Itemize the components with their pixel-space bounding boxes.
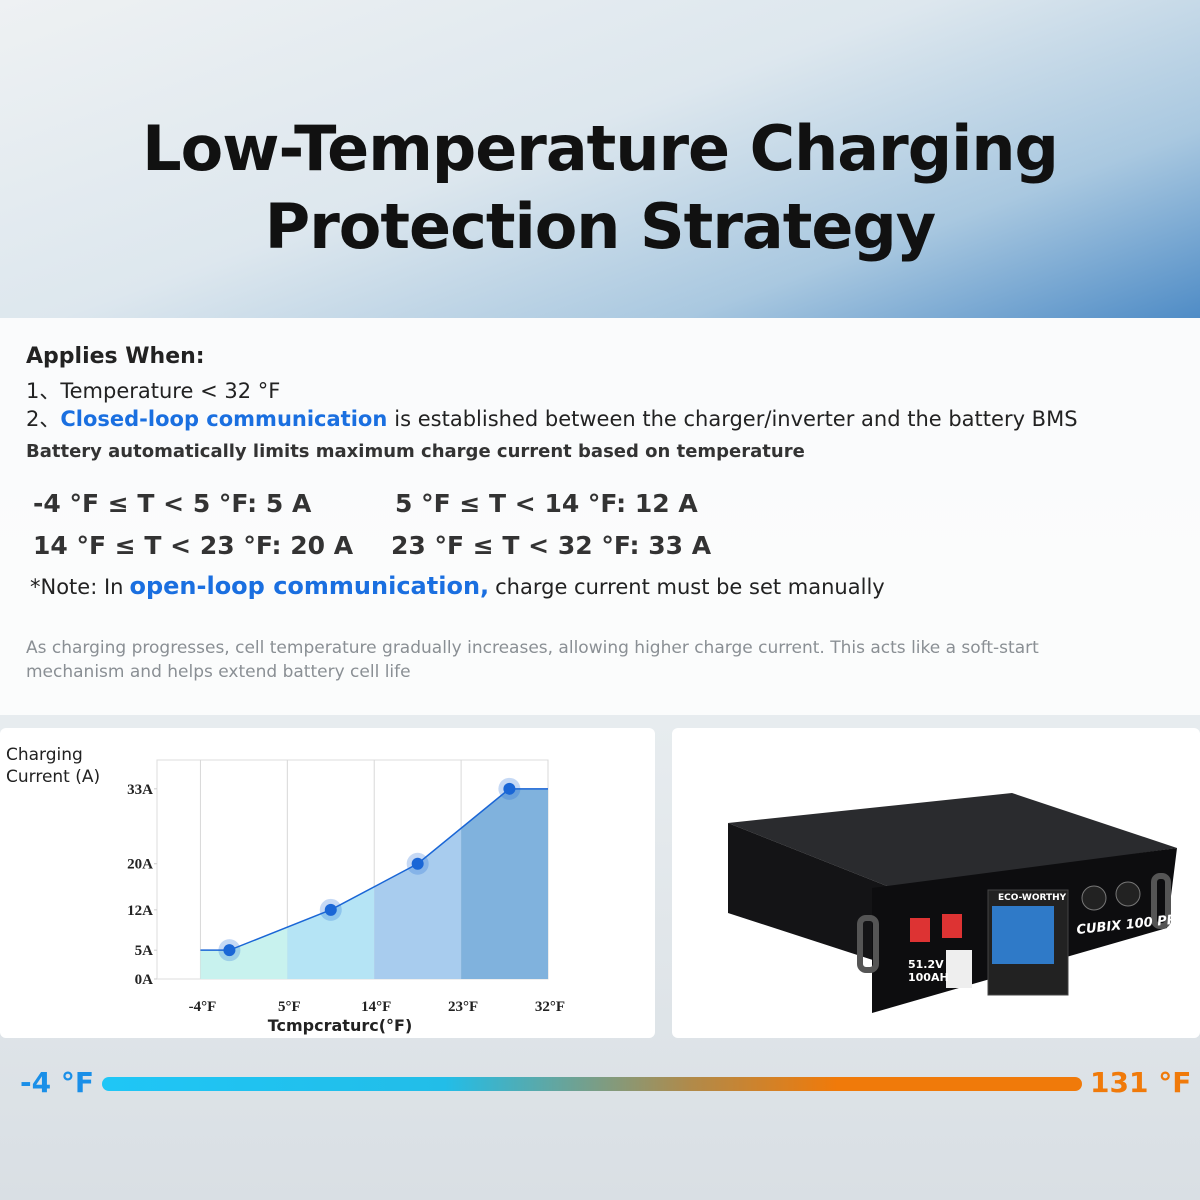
highlight: Closed-loop communication — [60, 407, 388, 431]
x-axis-label: Tcmpcraturc(°F) — [268, 1016, 413, 1035]
chart-card: Charging Current (A) -4°F 5°F 14°F 23°F 32°F… — [0, 728, 655, 1038]
current: 12 A — [634, 489, 698, 518]
temperature-min: -4 °F — [20, 1066, 94, 1099]
battery-side — [728, 823, 892, 963]
rule: -4 °F ≤ T < 5 °F: 5 A — [33, 489, 311, 518]
brand: ECO-WORTHY — [998, 893, 1067, 903]
terminal — [942, 914, 962, 938]
handle — [1151, 873, 1171, 929]
rule: 23 °F ≤ T < 32 °F: 33 A — [391, 531, 711, 560]
breaker — [946, 950, 972, 988]
rule: 5 °F ≤ T < 14 °F: 12 A — [395, 489, 698, 518]
number: 2、 — [26, 407, 61, 431]
text: is established between the charger/inver… — [394, 407, 1078, 431]
title: Low-Temperature Charging — [142, 112, 1059, 185]
temperature-bar — [102, 1077, 1082, 1091]
capacity: 100AH — [908, 971, 949, 984]
note-suffix: charge current must be set manually — [495, 575, 885, 599]
point — [324, 903, 337, 916]
y-tick-label: 20A — [127, 857, 153, 873]
product-card: ECO-WORTHY 51.2V 100AH CUBIX 100 PRO — [672, 728, 1200, 1038]
note: *Note: In open-loop communication, charge … — [30, 572, 885, 600]
number: 1、 — [26, 379, 61, 403]
range: 23 °F ≤ T < 32 °F: — [391, 531, 640, 560]
battery-top — [728, 793, 1177, 888]
range: 5 °F ≤ T < 14 °F: — [395, 489, 627, 518]
range: -4 °F ≤ T < 5 °F: — [33, 489, 258, 518]
conditions-title: Applies When: — [26, 344, 205, 369]
port — [1081, 885, 1107, 911]
battery-image: ECO-WORTHY 51.2V 100AH CUBIX 100 PRO — [728, 793, 1188, 1013]
x-tick-label: 5°F — [278, 999, 301, 1015]
x-tick-label: 14°F — [361, 999, 391, 1015]
note-prefix: *Note: In — [30, 575, 124, 599]
condition: 2、Closed-loop communication is establishe… — [26, 403, 1078, 433]
rule: 14 °F ≤ T < 23 °F: 20 A — [33, 531, 353, 560]
point — [503, 782, 516, 795]
temperature-max: 131 °F — [1090, 1066, 1192, 1099]
y-tick-label: 33A — [127, 782, 153, 798]
point — [223, 944, 236, 957]
current: 5 A — [265, 489, 312, 518]
current: 33 A — [648, 531, 712, 560]
header: Low-Temperature Charging Protection Stra… — [0, 0, 1200, 318]
handle — [857, 915, 879, 973]
x-tick-label: 23°F — [448, 999, 478, 1015]
text: Temperature < 32 °F — [60, 379, 281, 403]
title: Protection Strategy — [264, 190, 936, 263]
y-tick-label: 5A — [135, 943, 154, 959]
description: As charging progresses, cell temperature… — [26, 638, 1039, 682]
area-band — [461, 788, 548, 979]
summary: Battery automatically limits maximum cha… — [26, 441, 805, 462]
y-tick-label: 0A — [135, 972, 154, 988]
voltage: 51.2V — [908, 958, 944, 971]
point — [411, 857, 424, 870]
port — [1115, 881, 1141, 907]
range: 14 °F ≤ T < 23 °F: — [33, 531, 282, 560]
x-tick-label: -4°F — [189, 999, 217, 1015]
current: 20 A — [290, 531, 354, 560]
terminal — [910, 918, 930, 942]
y-tick-label: 12A — [127, 903, 153, 919]
display — [992, 906, 1054, 964]
condition: 1、Temperature < 32 °F — [26, 375, 280, 405]
y-axis-label: Charging Current (A) — [6, 745, 101, 787]
chart: -4°F 5°F 14°F 23°F 32°F 0A 5A 12A 20A 33A Tcmpcrat… — [127, 759, 565, 1035]
x-tick-label: 32°F — [535, 999, 565, 1015]
conditions-panel: Applies When: 1、Temperature < 32 °F 2、Cl… — [0, 318, 1200, 715]
note-highlight: open-loop communication, — [129, 572, 490, 600]
